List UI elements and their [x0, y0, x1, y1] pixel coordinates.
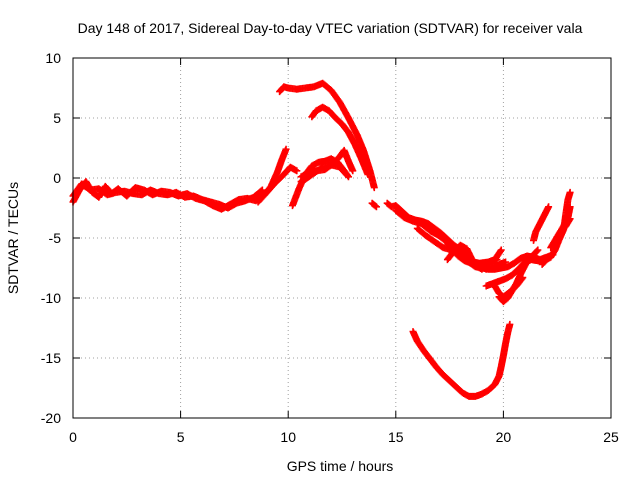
x-axis-tick-labels: 0 5 10 15 20 25: [69, 429, 619, 445]
data-point: [566, 188, 574, 196]
data-segment: [547, 203, 574, 252]
data-point: [497, 246, 505, 254]
data-segment: [530, 203, 553, 244]
data-point: [372, 203, 380, 211]
data-point: [370, 184, 378, 192]
data-segment: [308, 103, 372, 178]
chart-title: Day 148 of 2017, Sidereal Day-to-day VTE…: [78, 20, 583, 36]
x-tick-label: 20: [496, 429, 512, 445]
data-segment: [409, 320, 514, 400]
x-tick-label: 15: [388, 429, 404, 445]
data-point: [496, 247, 504, 255]
data-series: [69, 79, 574, 400]
data-point: [566, 203, 574, 211]
x-tick-label: 10: [280, 429, 296, 445]
data-segment: [276, 79, 378, 192]
data-point: [533, 247, 541, 255]
data-segment: [491, 274, 527, 301]
y-tick-label: 10: [45, 50, 61, 66]
x-tick-label: 0: [69, 429, 77, 445]
data-segment: [443, 241, 505, 267]
y-tick-label: 0: [53, 170, 61, 186]
data-point: [364, 170, 372, 178]
data-point: [257, 187, 265, 195]
data-point: [506, 320, 514, 328]
y-tick-label: 5: [53, 110, 61, 126]
data-point: [518, 275, 526, 283]
axis-ticks: [72, 57, 612, 419]
y-tick-label: -20: [41, 410, 61, 426]
y-tick-label: -15: [41, 350, 61, 366]
data-segment: [297, 161, 350, 186]
data-point: [534, 246, 542, 254]
data-point: [341, 169, 349, 177]
y-tick-label: -10: [41, 290, 61, 306]
data-point: [342, 170, 350, 178]
data-segment: [368, 199, 380, 211]
x-tick-label: 25: [603, 429, 619, 445]
y-axis-tick-labels: -20 -15 -10 -5 0 5 10: [41, 50, 61, 426]
data-point: [293, 167, 301, 175]
data-point: [349, 167, 357, 175]
data-point: [282, 145, 290, 153]
data-point: [519, 274, 527, 282]
grid-lines: [73, 58, 611, 418]
data-segment: [254, 163, 301, 206]
y-axis-label: SDTVAR / TECUs: [5, 182, 21, 294]
data-point: [545, 203, 553, 211]
x-axis-label: GPS time / hours: [287, 458, 394, 474]
series-sdtvar: [69, 79, 574, 400]
data-segment: [69, 180, 266, 212]
y-tick-label: -5: [49, 230, 62, 246]
x-tick-label: 5: [177, 429, 185, 445]
data-point: [258, 186, 266, 194]
data-point: [371, 202, 379, 210]
